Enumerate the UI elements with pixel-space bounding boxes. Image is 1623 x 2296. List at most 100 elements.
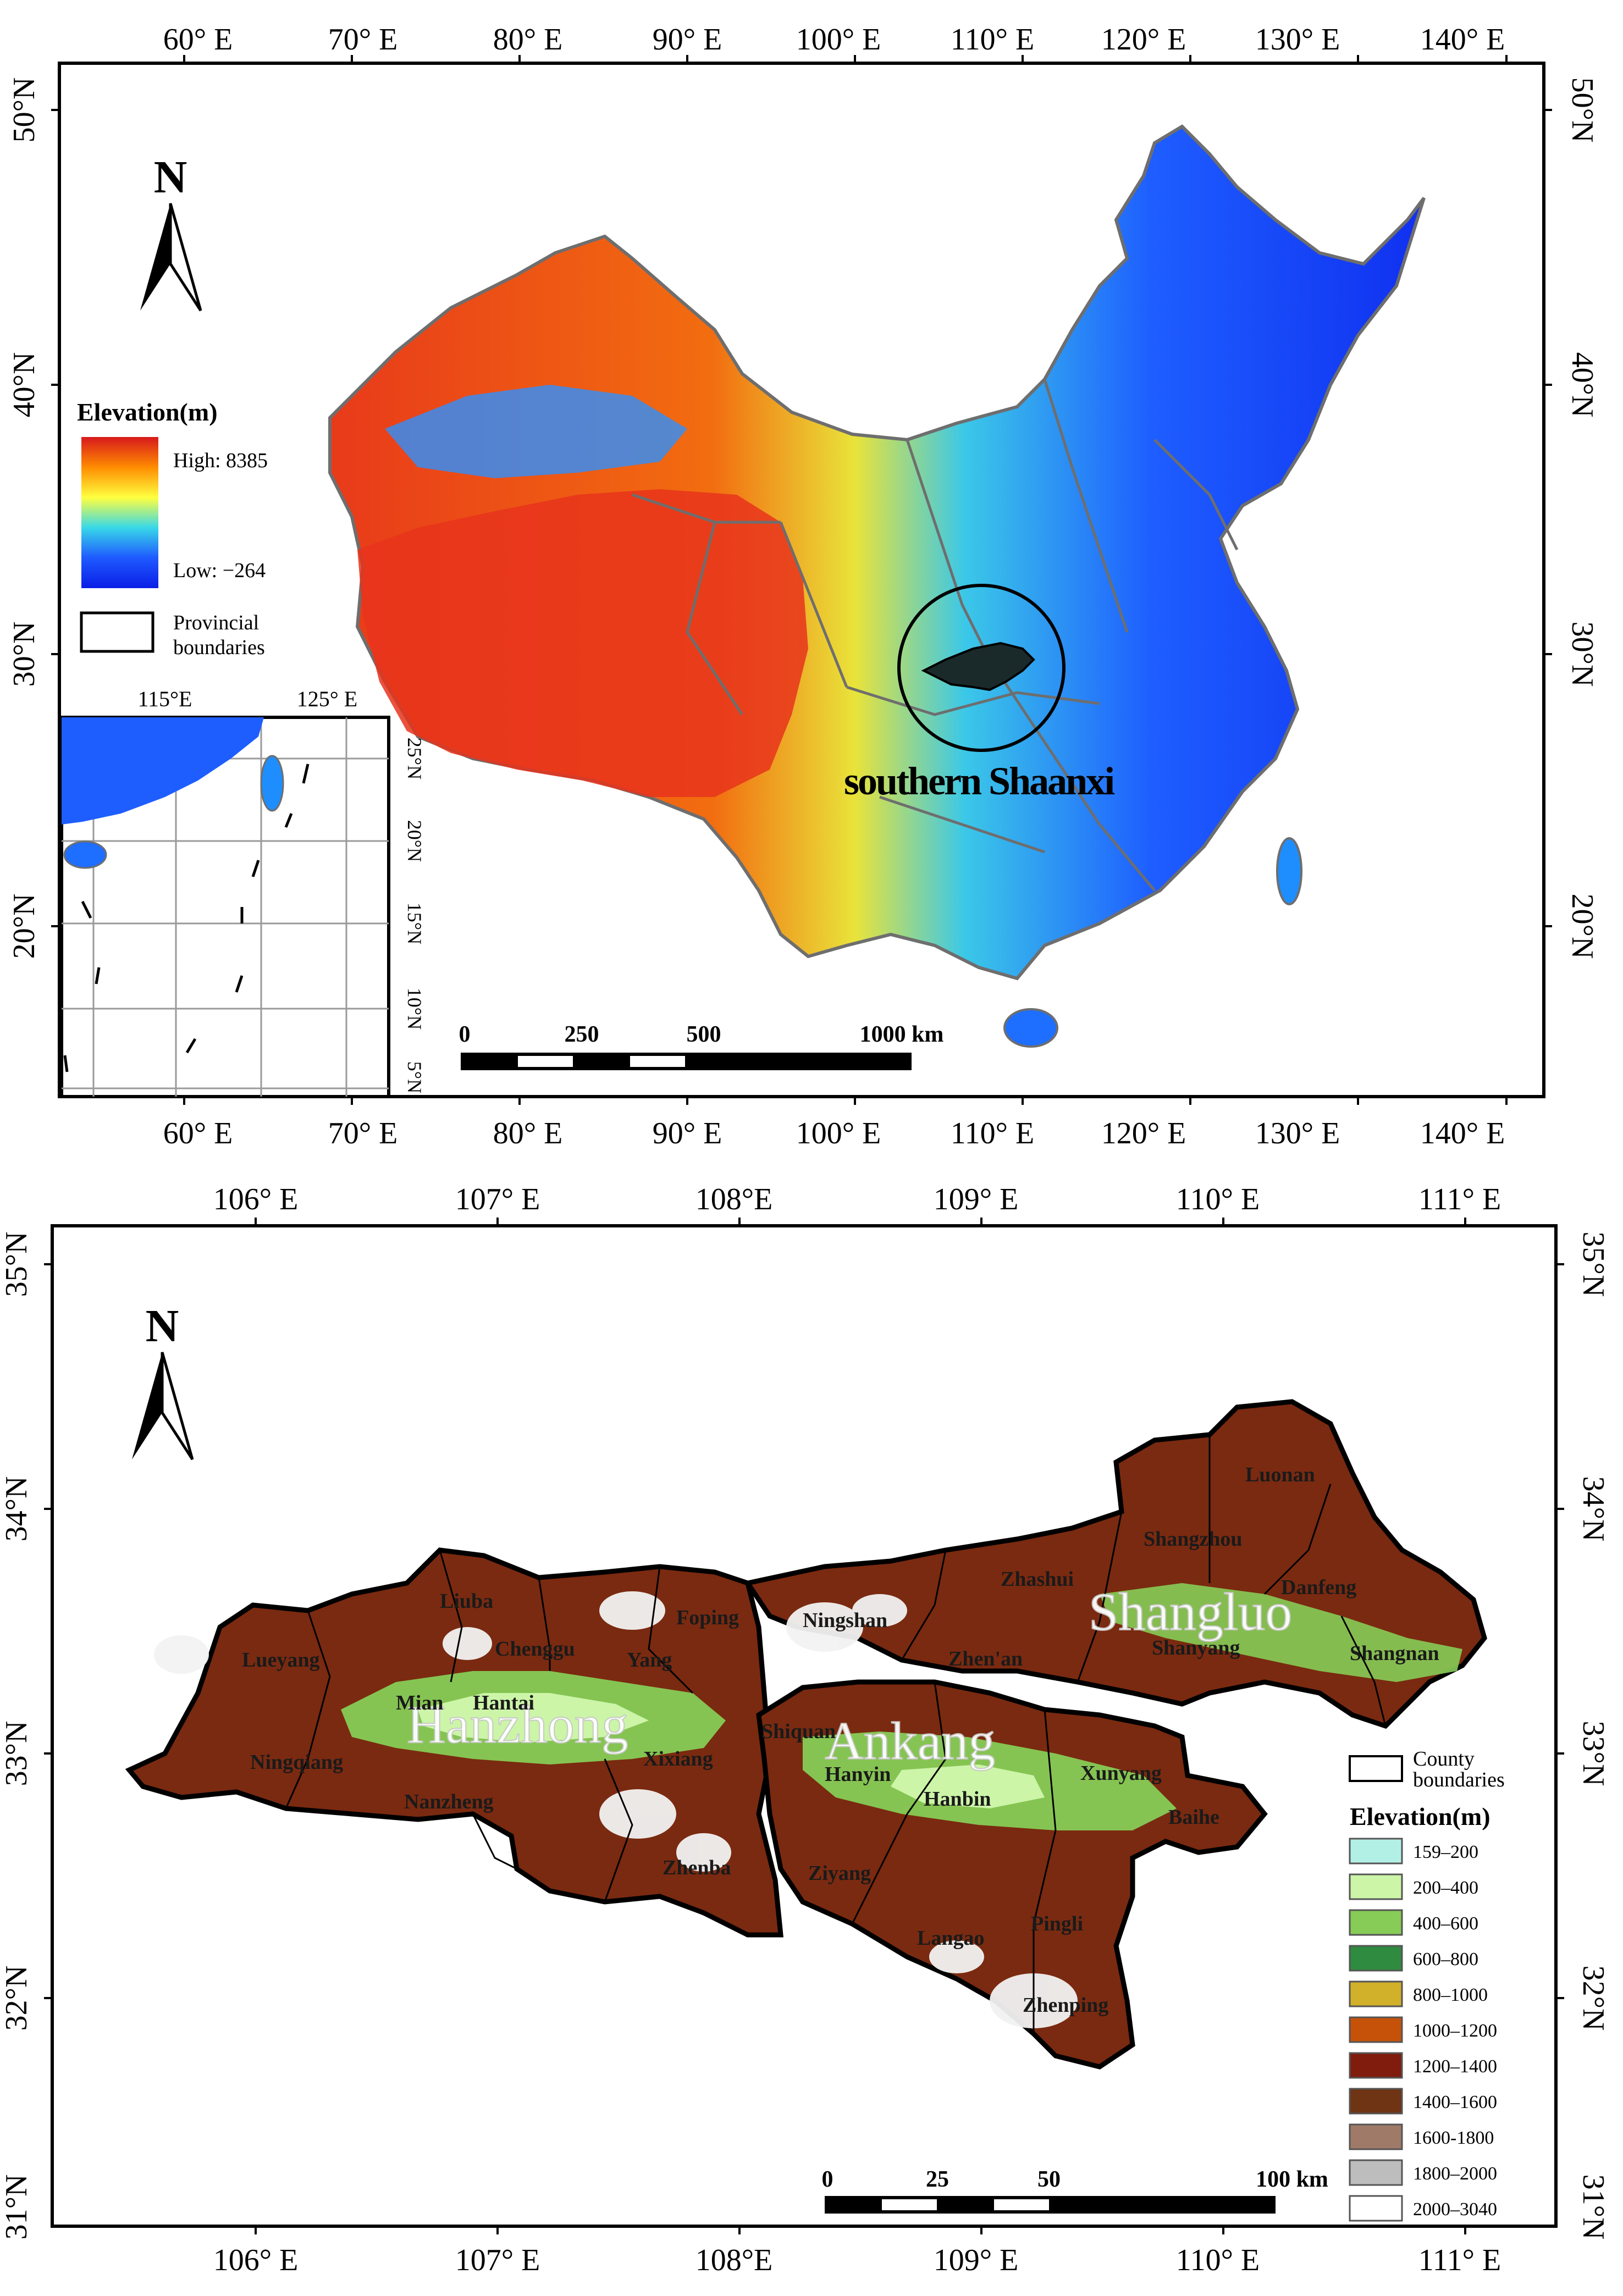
bottom-legend-title: Elevation(m) <box>1350 1802 1490 1830</box>
bottom-lon-label-top: 111° E <box>1418 1182 1501 1216</box>
legend-class-swatch <box>1349 2088 1403 2115</box>
inset-lat-label: 20°N <box>404 820 426 862</box>
bottom-lon-label-bottom: 110° E <box>1176 2243 1260 2277</box>
county-label: Hanbin <box>924 1788 991 1811</box>
legend-class-label: 159–200 <box>1413 1842 1478 1862</box>
bottom-lat-label-right: 34°N <box>1576 1476 1610 1542</box>
county-label: Shangzhou <box>1144 1528 1243 1551</box>
legend-class-label: 1000–1200 <box>1413 2021 1497 2041</box>
top-north-label: N <box>154 152 187 203</box>
top-lat-label-right: 50°N <box>1565 78 1599 143</box>
legend-class-label: 1400–1600 <box>1413 2092 1497 2112</box>
county-label: Zhashui <box>1001 1568 1074 1591</box>
bottom-lon-label-top: 107° E <box>455 1182 540 1216</box>
bottom-legend-county-2: boundaries <box>1413 1768 1505 1791</box>
bottom-north-label: N <box>146 1301 179 1352</box>
inset-lat-label: 5°N <box>404 1061 426 1093</box>
hanzhong-basin-core <box>418 1693 649 1742</box>
bottom-scale-label: 100 km <box>1256 2167 1328 2192</box>
top-legend-boundary-2: boundaries <box>173 636 265 659</box>
bottom-scale-label: 25 <box>926 2167 949 2192</box>
county-label: Hanyin <box>825 1763 891 1786</box>
top-lat-label-right: 30°N <box>1565 622 1599 687</box>
bottom-lat-label-left: 35°N <box>0 1232 34 1297</box>
top-lon-label-bottom: 120° E <box>1101 1116 1186 1150</box>
county-label: Zhenping <box>1023 1994 1108 2017</box>
bottom-lon-label-bottom: 108°E <box>695 2243 773 2277</box>
elevation-ramp <box>81 437 158 588</box>
county-label: Luonan <box>1245 1463 1315 1486</box>
bottom-lat-label-right: 31°N <box>1576 2175 1610 2240</box>
study-area-circle <box>897 584 1066 752</box>
legend-class-label: 1200–1400 <box>1413 2056 1497 2077</box>
inset-lon-label: 125° E <box>297 687 357 711</box>
tibet-plateau <box>357 489 808 797</box>
inset-lon-label: 115°E <box>138 687 192 711</box>
bottom-lon-label-top: 109° E <box>934 1182 1019 1216</box>
top-legend-boundary-1: Provincial <box>173 611 259 634</box>
bottom-lat-label-right: 33°N <box>1576 1721 1610 1786</box>
top-legend-title: Elevation(m) <box>77 398 218 426</box>
top-lon-label-bottom: 90° E <box>653 1116 722 1150</box>
legend-class-swatch <box>1349 2052 1403 2079</box>
tarim-basin <box>385 385 687 478</box>
bottom-lon-label-bottom: 107° E <box>455 2243 540 2277</box>
legend-class-label: 1800–2000 <box>1413 2164 1497 2184</box>
county-label: Lueyang <box>242 1648 319 1672</box>
county-label: Xixiang <box>643 1747 713 1771</box>
top-lon-label-top: 60° E <box>163 23 233 57</box>
bottom-scale-bar: 0 25 50 100 km <box>822 2167 1328 2214</box>
legend-class-label: 200–400 <box>1413 1878 1478 1898</box>
top-lon-label-top: 140° E <box>1420 23 1505 57</box>
county-label: Shangnan <box>1350 1642 1439 1665</box>
top-lon-label-top: 130° E <box>1255 23 1340 57</box>
county-label: Ziyang <box>808 1862 871 1885</box>
county-label: Hantai <box>473 1691 534 1714</box>
top-lon-label-bottom: 70° E <box>328 1116 398 1150</box>
inset-lat-label: 10°N <box>404 988 426 1030</box>
legend-class-label: 2000–3040 <box>1413 2199 1497 2220</box>
legend-class-swatch <box>1349 1980 1403 2007</box>
county-label: Nanzheng <box>404 1790 494 1813</box>
top-lat-label-left: 20°N <box>7 894 41 959</box>
county-label: Liuba <box>440 1590 493 1613</box>
county-label: Mian <box>396 1691 444 1714</box>
top-lon-label-bottom: 140° E <box>1420 1116 1505 1150</box>
bottom-legend: County boundaries Elevation(m) 159–200 20… <box>1349 1747 1505 2222</box>
bottom-scale-label: 50 <box>1037 2167 1061 2192</box>
county-label: Baihe <box>1168 1806 1219 1829</box>
top-legend: Elevation(m) High: 8385 Low: −264 Provin… <box>77 398 268 659</box>
legend-class-label: 800–1000 <box>1413 1985 1488 2005</box>
county-label: Zhenba <box>663 1856 731 1879</box>
hainan-island <box>1003 1008 1058 1048</box>
southern-shaanxi-elevation-map <box>125 1399 1487 2070</box>
bottom-map-panel: 106° E 107° E 108°E 109° E 110° E 111° E… <box>0 1182 1610 2277</box>
county-label: Xunyang <box>1080 1762 1162 1785</box>
legend-class-label: 1600-1800 <box>1413 2128 1494 2148</box>
bottom-lat-label-right: 35°N <box>1576 1232 1610 1297</box>
bottom-lon-label-top: 108°E <box>695 1182 773 1216</box>
county-label: Ningqiang <box>250 1751 343 1774</box>
city-label-hanzhong: Hanzhong <box>407 1695 628 1755</box>
legend-class-swatch <box>1349 1873 1403 1900</box>
county-label: Yang <box>627 1648 672 1672</box>
top-lat-label-left: 50°N <box>7 78 41 143</box>
top-lon-label-top: 120° E <box>1101 23 1186 57</box>
south-china-sea-inset: 115°E 125° E 25°N 20°N 15°N 10°N 5°N <box>60 687 426 1098</box>
bottom-lat-label-left: 31°N <box>0 2175 34 2240</box>
bottom-map-frame <box>51 1224 1558 2228</box>
county-label: Foping <box>676 1606 739 1629</box>
top-lon-label-bottom: 110° E <box>951 1116 1035 1150</box>
top-lon-label-top: 100° E <box>796 23 881 57</box>
legend-class-swatch <box>1349 1945 1403 1972</box>
county-label: Shanyang <box>1152 1636 1240 1659</box>
top-scale-label: 1000 km <box>860 1022 944 1047</box>
county-label: Shiquan <box>761 1720 836 1743</box>
study-area-highlight <box>921 641 1035 691</box>
bottom-north-arrow: N <box>132 1301 194 1460</box>
legend-class-swatch <box>1349 2016 1403 2043</box>
top-map-frame <box>58 62 1545 1098</box>
bottom-lon-label-bottom: 111° E <box>1418 2243 1501 2277</box>
bottom-map-ticks <box>44 1218 1564 2234</box>
study-area-label: southern Shaanxi <box>844 759 1114 803</box>
